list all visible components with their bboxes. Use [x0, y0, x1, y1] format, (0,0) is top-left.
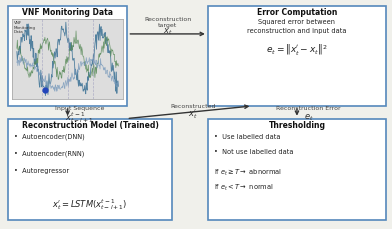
- Text: Reconstruction Model (Trained): Reconstruction Model (Trained): [22, 120, 159, 129]
- Text: •  Autoencoder(DNN): • Autoencoder(DNN): [14, 133, 84, 139]
- Text: •  Not use labelled data: • Not use labelled data: [214, 148, 293, 154]
- Text: •  Use labelled data: • Use labelled data: [214, 133, 280, 139]
- Text: Thresholding: Thresholding: [269, 120, 325, 129]
- Text: Reconstruction Error: Reconstruction Error: [276, 106, 341, 111]
- Text: Input Sequence: Input Sequence: [55, 106, 104, 111]
- Text: $x_t'$: $x_t'$: [189, 107, 198, 121]
- Text: If $e_t \geq T \rightarrow$ abnormal: If $e_t \geq T \rightarrow$ abnormal: [214, 167, 281, 177]
- Text: Error Computation: Error Computation: [257, 8, 337, 17]
- Text: If $e_t < T \rightarrow$ normal: If $e_t < T \rightarrow$ normal: [214, 182, 273, 192]
- Text: Squared error between
reconstruction and input data: Squared error between reconstruction and…: [247, 19, 347, 34]
- Text: •  Autoencoder(RNN): • Autoencoder(RNN): [14, 150, 84, 157]
- FancyBboxPatch shape: [8, 7, 127, 106]
- FancyBboxPatch shape: [208, 7, 386, 106]
- Text: •  Autoregressor: • Autoregressor: [14, 168, 69, 174]
- Text: $x_t' = LSTM(x_{t-l+1}^{t-1})$: $x_t' = LSTM(x_{t-l+1}^{t-1})$: [53, 196, 128, 211]
- Text: VNF Monitoring Data: VNF Monitoring Data: [22, 8, 113, 17]
- Text: $x_{t-l+1}^{t-1}$: $x_{t-l+1}^{t-1}$: [65, 110, 94, 125]
- Text: Reconstruction
target: Reconstruction target: [144, 16, 191, 28]
- Text: $e_t$: $e_t$: [304, 112, 314, 123]
- FancyBboxPatch shape: [8, 119, 172, 220]
- Text: $x_t$: $x_t$: [163, 27, 172, 37]
- Text: Reconstructed: Reconstructed: [171, 104, 216, 108]
- FancyBboxPatch shape: [208, 119, 386, 220]
- Text: $e_t = \left\|x_t' - x_t\right\|^2$: $e_t = \left\|x_t' - x_t\right\|^2$: [266, 42, 328, 57]
